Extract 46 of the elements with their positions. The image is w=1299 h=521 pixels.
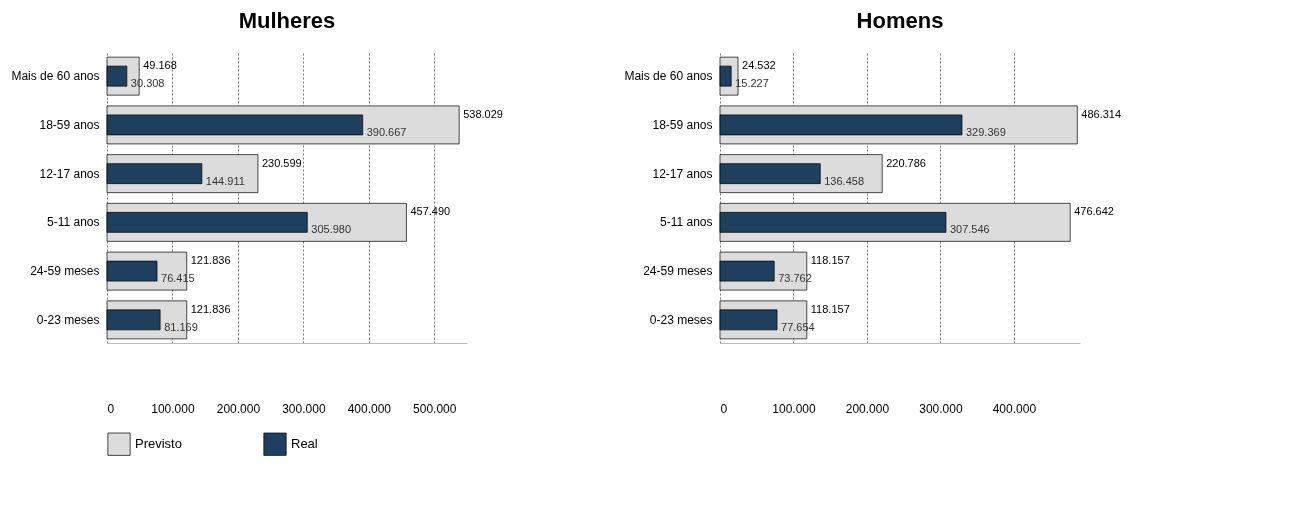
y-tick-label: 24-59 meses xyxy=(643,264,713,279)
data-label: 118.157 xyxy=(810,302,850,315)
data-label: 49.168 xyxy=(143,59,177,72)
y-tick-label: 0-23 meses xyxy=(36,312,100,327)
data-label: 390.667 xyxy=(366,125,407,138)
chart-title: Mulheres xyxy=(238,8,336,33)
data-label: 121.836 xyxy=(190,254,231,267)
y-tick-label: Mais de 60 anos xyxy=(624,69,713,84)
y-tick-label: 12-17 anos xyxy=(39,166,100,181)
x-tick-label: 0 xyxy=(107,401,115,416)
x-tick-label: 500.000 xyxy=(413,401,457,416)
x-tick-label: 300.000 xyxy=(919,401,963,416)
x-tick-label: 0 xyxy=(720,401,728,416)
data-label: 136.458 xyxy=(824,174,865,187)
y-tick-label: 0-23 meses xyxy=(649,312,713,327)
data-label: 230.599 xyxy=(261,156,302,169)
y-tick-label: 18-59 anos xyxy=(652,117,713,132)
data-label: 538.029 xyxy=(463,107,503,120)
y-tick-label: 5-11 anos xyxy=(47,215,100,230)
data-label: 118.157 xyxy=(810,254,850,267)
y-tick-label: 5-11 anos xyxy=(660,215,713,230)
data-label: 24.532 xyxy=(742,59,776,72)
chart-title: Homens xyxy=(856,8,944,33)
legend-label: Previsto xyxy=(135,436,182,452)
y-tick-label: 18-59 anos xyxy=(39,117,100,132)
data-label: 329.369 xyxy=(965,125,1006,138)
y-tick-label: Mais de 60 anos xyxy=(11,69,100,84)
x-tick-label: 100.000 xyxy=(151,401,195,416)
y-tick-label: 24-59 meses xyxy=(30,264,100,279)
legend-label: Real xyxy=(291,436,318,452)
data-label: 144.911 xyxy=(205,174,245,187)
x-tick-label: 400.000 xyxy=(347,401,392,416)
data-label: 307.546 xyxy=(949,223,990,236)
y-tick-label: 12-17 anos xyxy=(652,166,713,181)
x-tick-label: 400.000 xyxy=(992,401,1037,416)
x-tick-label: 200.000 xyxy=(216,401,261,416)
x-tick-label: 300.000 xyxy=(282,401,326,416)
data-label: 15.227 xyxy=(735,77,769,90)
data-label: 486.314 xyxy=(1081,107,1122,120)
x-tick-label: 100.000 xyxy=(772,401,816,416)
data-label: 220.786 xyxy=(886,156,926,169)
data-label: 121.836 xyxy=(190,302,231,315)
data-label: 457.490 xyxy=(410,205,451,218)
x-tick-label: 200.000 xyxy=(845,401,890,416)
data-label: 305.980 xyxy=(311,223,352,236)
data-label: 476.642 xyxy=(1074,205,1114,218)
